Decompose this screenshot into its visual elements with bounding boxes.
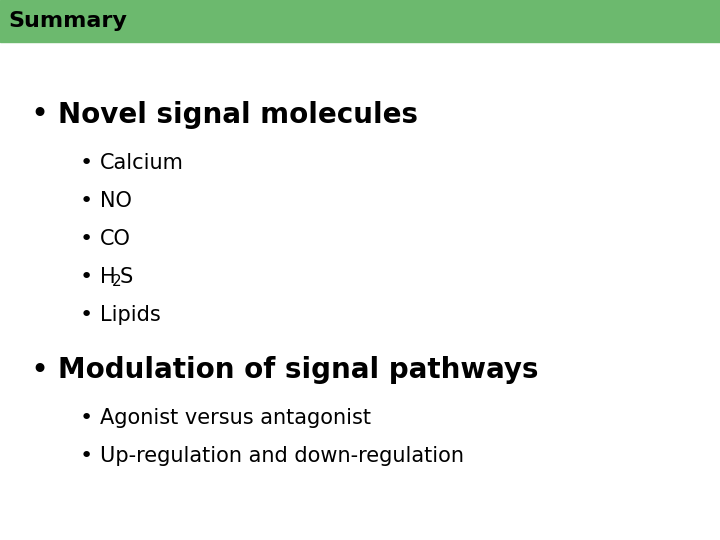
Text: •: • — [80, 153, 94, 173]
Text: CO: CO — [100, 229, 131, 249]
Text: •: • — [30, 355, 48, 384]
Text: 2: 2 — [112, 274, 122, 289]
Text: •: • — [80, 191, 94, 211]
Text: •: • — [80, 446, 94, 466]
Text: H: H — [100, 267, 116, 287]
Text: Up-regulation and down-regulation: Up-regulation and down-regulation — [100, 446, 464, 466]
Text: Modulation of signal pathways: Modulation of signal pathways — [58, 356, 539, 384]
Text: •: • — [30, 100, 48, 130]
Text: Summary: Summary — [8, 11, 127, 31]
Text: •: • — [80, 267, 94, 287]
Text: S: S — [120, 267, 133, 287]
Text: Calcium: Calcium — [100, 153, 184, 173]
Text: •: • — [80, 305, 94, 325]
Text: •: • — [80, 229, 94, 249]
Text: Agonist versus antagonist: Agonist versus antagonist — [100, 408, 371, 428]
Bar — [0, 0, 720, 42]
Text: Novel signal molecules: Novel signal molecules — [58, 101, 418, 129]
Text: NO: NO — [100, 191, 132, 211]
Text: Lipids: Lipids — [100, 305, 161, 325]
Text: •: • — [80, 408, 94, 428]
